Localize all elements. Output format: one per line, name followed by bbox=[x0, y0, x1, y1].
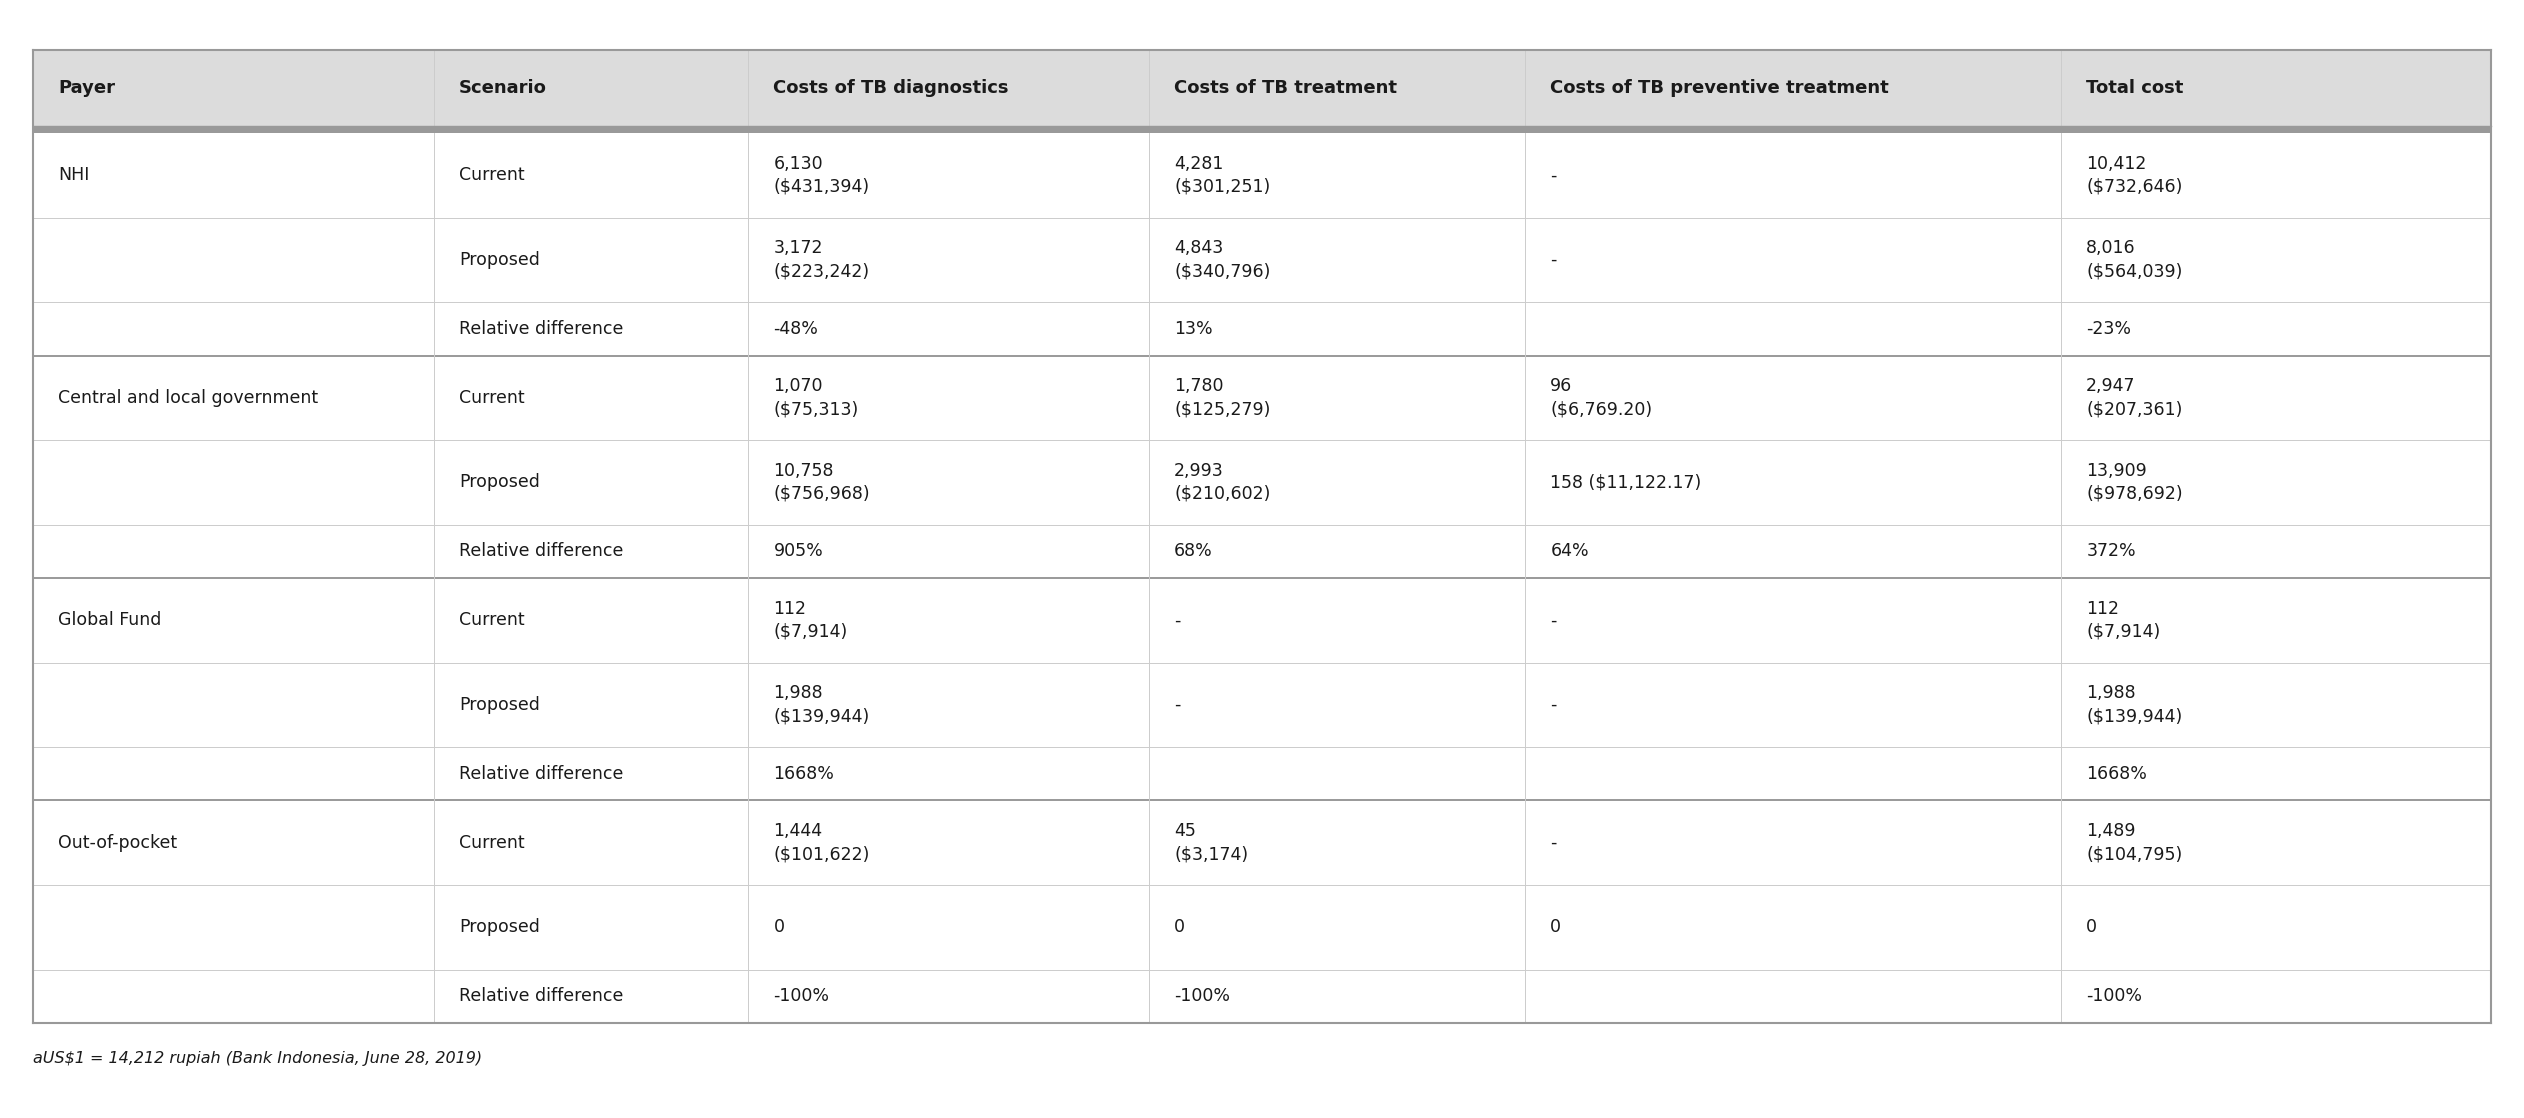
Text: Global Fund: Global Fund bbox=[58, 612, 162, 629]
Text: Costs of TB diagnostics: Costs of TB diagnostics bbox=[772, 79, 1010, 97]
Text: -: - bbox=[1550, 612, 1557, 629]
Text: -: - bbox=[1550, 167, 1557, 184]
Text: 0: 0 bbox=[1550, 918, 1562, 937]
Bar bbox=[33, 302, 2491, 356]
Bar bbox=[33, 885, 2491, 969]
Text: Payer: Payer bbox=[58, 79, 116, 97]
Text: Total cost: Total cost bbox=[2087, 79, 2183, 97]
Text: 1,780
($125,279): 1,780 ($125,279) bbox=[1174, 378, 1270, 418]
Text: Proposed: Proposed bbox=[459, 250, 540, 269]
Text: 3,172
($223,242): 3,172 ($223,242) bbox=[772, 239, 871, 281]
Bar bbox=[33, 133, 2491, 218]
Text: Current: Current bbox=[459, 834, 525, 852]
Text: Costs of TB preventive treatment: Costs of TB preventive treatment bbox=[1550, 79, 1888, 97]
Text: Relative difference: Relative difference bbox=[459, 987, 623, 1005]
Text: 64%: 64% bbox=[1550, 542, 1590, 560]
Text: 372%: 372% bbox=[2087, 542, 2135, 560]
Bar bbox=[33, 218, 2491, 302]
Text: 68%: 68% bbox=[1174, 542, 1214, 560]
Text: 6,130
($431,394): 6,130 ($431,394) bbox=[772, 155, 871, 196]
Bar bbox=[33, 747, 2491, 800]
Text: Current: Current bbox=[459, 167, 525, 184]
Text: 112
($7,914): 112 ($7,914) bbox=[772, 600, 848, 641]
Text: Out-of-pocket: Out-of-pocket bbox=[58, 834, 177, 852]
Text: 2,993
($210,602): 2,993 ($210,602) bbox=[1174, 462, 1270, 503]
Text: Central and local government: Central and local government bbox=[58, 389, 318, 407]
Text: 10,758
($756,968): 10,758 ($756,968) bbox=[772, 462, 871, 503]
Text: 96
($6,769.20): 96 ($6,769.20) bbox=[1550, 378, 1653, 418]
Text: -: - bbox=[1550, 834, 1557, 852]
Bar bbox=[33, 969, 2491, 1023]
Text: 0: 0 bbox=[772, 918, 785, 937]
Text: 112
($7,914): 112 ($7,914) bbox=[2087, 600, 2161, 641]
Text: Relative difference: Relative difference bbox=[459, 542, 623, 560]
Text: 1668%: 1668% bbox=[2087, 765, 2148, 783]
Bar bbox=[33, 800, 2491, 885]
Text: 1,988
($139,944): 1,988 ($139,944) bbox=[2087, 684, 2183, 726]
Bar bbox=[33, 440, 2491, 524]
Text: 45
($3,174): 45 ($3,174) bbox=[1174, 823, 1249, 863]
Text: 1,444
($101,622): 1,444 ($101,622) bbox=[772, 823, 871, 863]
Text: 1668%: 1668% bbox=[772, 765, 835, 783]
Bar bbox=[33, 524, 2491, 578]
Text: 0: 0 bbox=[2087, 918, 2097, 937]
Text: -: - bbox=[1550, 695, 1557, 714]
Text: -100%: -100% bbox=[1174, 987, 1229, 1005]
Text: 158 ($11,122.17): 158 ($11,122.17) bbox=[1550, 473, 1701, 492]
Text: Scenario: Scenario bbox=[459, 79, 548, 97]
Text: -: - bbox=[1550, 250, 1557, 269]
Text: 13%: 13% bbox=[1174, 320, 1212, 338]
Text: -: - bbox=[1174, 612, 1181, 629]
Text: NHI: NHI bbox=[58, 167, 88, 184]
Text: 1,070
($75,313): 1,070 ($75,313) bbox=[772, 378, 858, 418]
Text: 1,988
($139,944): 1,988 ($139,944) bbox=[772, 684, 871, 726]
Text: -100%: -100% bbox=[2087, 987, 2143, 1005]
Text: -100%: -100% bbox=[772, 987, 830, 1005]
Text: -23%: -23% bbox=[2087, 320, 2130, 338]
Text: aUS$1 = 14,212 rupiah (Bank Indonesia, June 28, 2019): aUS$1 = 14,212 rupiah (Bank Indonesia, J… bbox=[33, 1051, 482, 1065]
Text: 4,843
($340,796): 4,843 ($340,796) bbox=[1174, 239, 1270, 281]
Text: -: - bbox=[1174, 695, 1181, 714]
Text: 1,489
($104,795): 1,489 ($104,795) bbox=[2087, 823, 2183, 863]
Text: Proposed: Proposed bbox=[459, 918, 540, 937]
Bar bbox=[33, 356, 2491, 440]
Bar bbox=[33, 50, 2491, 126]
Text: Current: Current bbox=[459, 612, 525, 629]
Text: -48%: -48% bbox=[772, 320, 818, 338]
Text: 905%: 905% bbox=[772, 542, 823, 560]
Bar bbox=[33, 126, 2491, 133]
Text: Relative difference: Relative difference bbox=[459, 765, 623, 783]
Bar bbox=[33, 663, 2491, 747]
Text: Proposed: Proposed bbox=[459, 695, 540, 714]
Text: 2,947
($207,361): 2,947 ($207,361) bbox=[2087, 378, 2183, 418]
Text: 13,909
($978,692): 13,909 ($978,692) bbox=[2087, 462, 2183, 503]
Text: 0: 0 bbox=[1174, 918, 1186, 937]
Text: Current: Current bbox=[459, 389, 525, 407]
Text: 10,412
($732,646): 10,412 ($732,646) bbox=[2087, 155, 2183, 196]
Text: Costs of TB treatment: Costs of TB treatment bbox=[1174, 79, 1398, 97]
Text: Proposed: Proposed bbox=[459, 473, 540, 492]
Text: Relative difference: Relative difference bbox=[459, 320, 623, 338]
Text: 8,016
($564,039): 8,016 ($564,039) bbox=[2087, 239, 2183, 281]
Bar bbox=[33, 578, 2491, 663]
Text: 4,281
($301,251): 4,281 ($301,251) bbox=[1174, 155, 1270, 196]
